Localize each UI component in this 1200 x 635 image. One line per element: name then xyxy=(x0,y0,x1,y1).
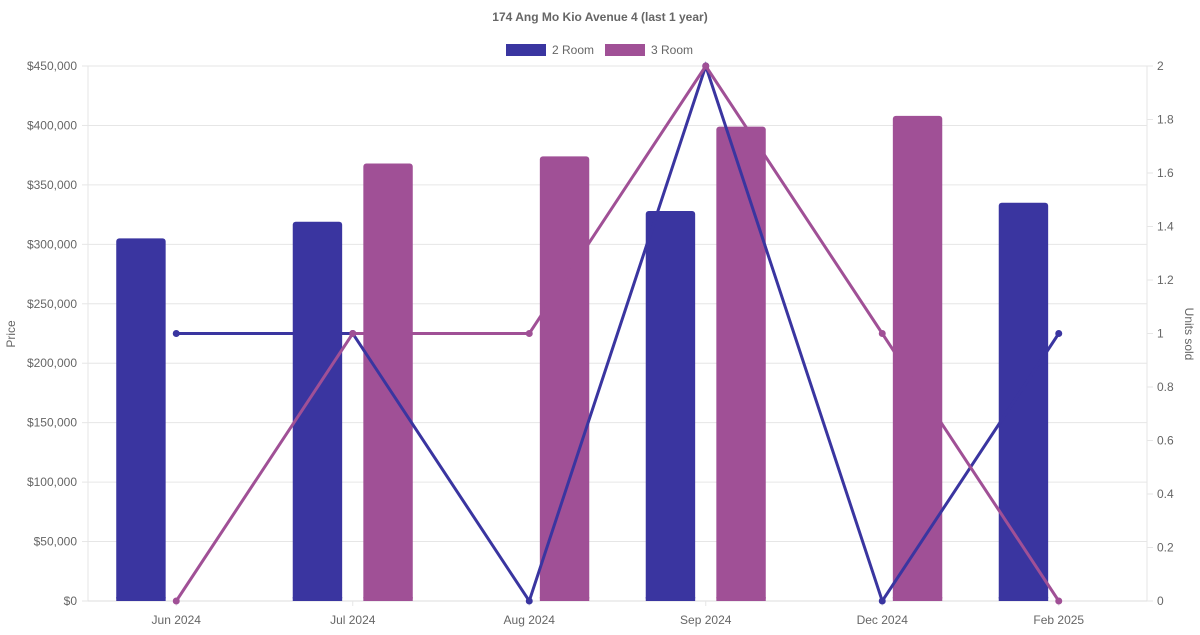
bar-base-3-room-aug-2024 xyxy=(539,597,590,601)
bar-base-2-room-jul-2024 xyxy=(292,597,343,601)
y2-tick-label: 1.2 xyxy=(1157,273,1174,287)
bar-base-2-room-jun-2024 xyxy=(116,597,166,601)
bar-2-room-jun-2024[interactable] xyxy=(116,238,166,601)
x-axis-ticks: Jun 2024 Jul 2024 Aug 2024 Sep 2024 Dec 2024… xyxy=(152,613,1085,627)
x-tick-label: Jul 2024 xyxy=(330,613,376,627)
bar-3-room-aug-2024[interactable] xyxy=(539,156,590,601)
line-3-room-units-sold xyxy=(174,63,1061,602)
point-3-room-feb-2025[interactable] xyxy=(1055,597,1063,605)
legend-label-3-room[interactable]: 3 Room xyxy=(651,43,693,57)
y-tick-label: $50,000 xyxy=(34,535,78,549)
bar-2-room-sep-2024[interactable] xyxy=(645,211,696,602)
x-tick-label: Jun 2024 xyxy=(152,613,202,627)
y2-tick-label: 1.4 xyxy=(1157,220,1174,234)
bar-3-room-dec-2024[interactable] xyxy=(892,115,943,601)
grid-lines xyxy=(82,65,1153,606)
bar-3-room-jul-2024[interactable] xyxy=(363,163,413,601)
y-tick-label: $200,000 xyxy=(27,356,77,370)
bar-2-room-jul-2024[interactable] xyxy=(292,221,343,601)
bar-3-room-sep-2024[interactable] xyxy=(716,126,766,601)
y2-tick-label: 2 xyxy=(1157,59,1164,73)
y-tick-label: $100,000 xyxy=(27,475,77,489)
point-3-room-aug-2024[interactable] xyxy=(525,330,533,337)
y-tick-label: $300,000 xyxy=(27,237,77,251)
x-tick-label: Dec 2024 xyxy=(857,613,909,627)
point-3-room-jun-2024[interactable] xyxy=(172,597,180,605)
y2-tick-label: 1.6 xyxy=(1157,166,1174,180)
y2-axis-title-units-sold: Units sold xyxy=(1182,308,1196,361)
point-3-room-dec-2024[interactable] xyxy=(878,330,886,337)
legend[interactable]: 2 Room 3 Room xyxy=(506,43,693,57)
point-2-room-jun-2024[interactable] xyxy=(172,330,180,337)
y-tick-label: $400,000 xyxy=(27,118,77,132)
bar-base-2-room-feb-2025 xyxy=(998,597,1049,601)
point-2-room-dec-2024[interactable] xyxy=(878,597,886,605)
y-tick-label: $150,000 xyxy=(27,416,77,430)
x-tick-label: Feb 2025 xyxy=(1033,613,1084,627)
bar-base-3-room-dec-2024 xyxy=(892,597,943,601)
bar-base-3-room-sep-2024 xyxy=(716,597,766,601)
point-2-room-aug-2024[interactable] xyxy=(525,597,533,605)
line-2-room-units-sold xyxy=(176,61,1061,605)
y2-tick-label: 1 xyxy=(1157,327,1164,341)
y-axis-ticks: $0 $50,000 $100,000 $150,000 $200,000 $250,00… xyxy=(27,59,77,608)
bar-base-3-room-jul-2024 xyxy=(363,597,413,601)
y-tick-label: $250,000 xyxy=(27,297,77,311)
y2-tick-label: 1.8 xyxy=(1157,113,1174,127)
bar-base-2-room-sep-2024 xyxy=(645,597,696,601)
y-tick-label: $0 xyxy=(64,594,78,608)
y-tick-label: $450,000 xyxy=(27,59,77,73)
legend-label-2-room[interactable]: 2 Room xyxy=(552,43,594,57)
y2-tick-label: 0.8 xyxy=(1157,380,1174,394)
y-axis-title-price: Price xyxy=(4,320,18,348)
bar-2-room-feb-2025[interactable] xyxy=(998,202,1049,601)
y2-axis-ticks: 0 0.2 0.4 0.6 0.8 1 1.2 1.4 1.6 1.8 2 xyxy=(1157,59,1174,608)
point-3-room-jul-2024[interactable] xyxy=(349,330,357,337)
bar-series xyxy=(116,115,1049,602)
point-2-room-feb-2025[interactable] xyxy=(1055,330,1063,337)
legend-swatch-3-room[interactable] xyxy=(605,44,645,56)
legend-swatch-2-room[interactable] xyxy=(506,44,546,56)
y2-tick-label: 0.2 xyxy=(1157,541,1174,555)
y2-tick-label: 0 xyxy=(1157,594,1164,608)
y2-tick-label: 0.6 xyxy=(1157,434,1174,448)
y-tick-label: $350,000 xyxy=(27,178,77,192)
chart-title: 174 Ang Mo Kio Avenue 4 (last 1 year) xyxy=(492,10,707,24)
point-3-room-sep-2024[interactable] xyxy=(702,62,710,70)
y2-tick-label: 0.4 xyxy=(1157,487,1174,501)
line-series xyxy=(172,61,1063,605)
x-tick-label: Aug 2024 xyxy=(504,613,556,627)
x-tick-label: Sep 2024 xyxy=(680,613,732,627)
